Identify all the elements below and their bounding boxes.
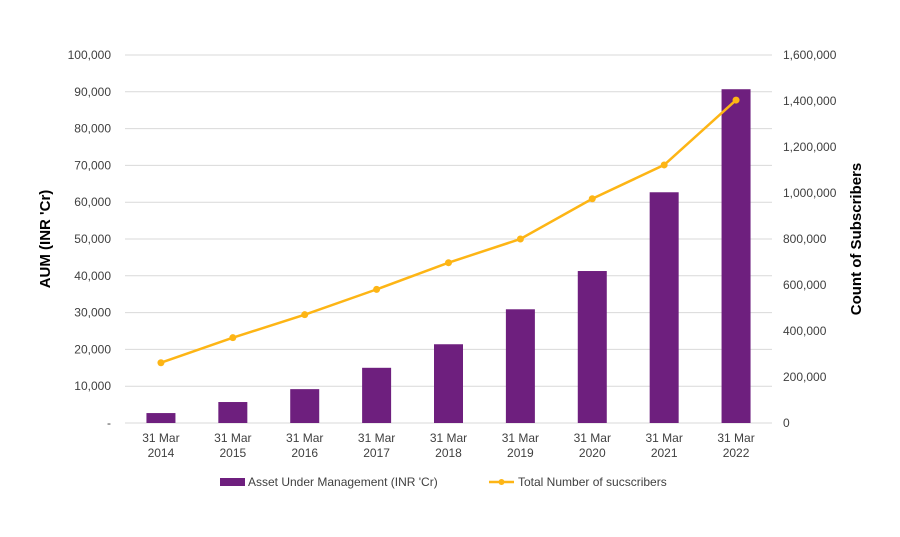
- bar-series: [146, 89, 751, 423]
- bar: [577, 271, 607, 423]
- left-tick-label: 20,000: [74, 342, 111, 356]
- x-tick-label: 2016: [291, 446, 318, 460]
- x-tick-label: 31 Mar: [574, 431, 611, 445]
- right-tick-label: 1,000,000: [783, 186, 837, 200]
- x-tick-label: 2020: [579, 446, 606, 460]
- x-tick-label: 31 Mar: [645, 431, 682, 445]
- left-tick-label: 60,000: [74, 195, 111, 209]
- bar: [649, 192, 679, 423]
- line-point: [301, 311, 309, 319]
- gridlines: [125, 54, 772, 424]
- right-tick-label: 1,400,000: [783, 94, 837, 108]
- x-tick-label: 2014: [148, 446, 175, 460]
- x-tick-label: 31 Mar: [286, 431, 323, 445]
- left-tick-label: 10,000: [74, 379, 111, 393]
- right-tick-label: 1,200,000: [783, 140, 837, 154]
- x-tick-label: 2017: [363, 446, 390, 460]
- bar: [505, 309, 535, 423]
- legend-bar-swatch: [220, 478, 245, 486]
- x-tick-label: 2022: [723, 446, 750, 460]
- left-tick-label: 90,000: [74, 85, 111, 99]
- right-tick-label: 600,000: [783, 278, 827, 292]
- x-tick-label: 31 Mar: [430, 431, 467, 445]
- right-tick-label: 800,000: [783, 232, 827, 246]
- line-point: [157, 359, 165, 367]
- left-tick-label: 40,000: [74, 269, 111, 283]
- bar: [290, 389, 320, 423]
- left-tick-label: 70,000: [74, 158, 111, 172]
- line-point: [588, 195, 596, 203]
- line-point: [373, 285, 381, 293]
- x-tick-label: 31 Mar: [358, 431, 395, 445]
- legend-bar-label: Asset Under Management (INR 'Cr): [248, 475, 438, 489]
- x-tick-label: 2018: [435, 446, 462, 460]
- x-tick-label: 31 Mar: [502, 431, 539, 445]
- bar: [218, 402, 248, 423]
- line-point: [445, 259, 452, 267]
- left-tick-label: 100,000: [68, 48, 112, 62]
- legend-line-marker: [498, 479, 505, 485]
- line-point: [516, 235, 524, 243]
- left-tick-label: 30,000: [74, 306, 111, 320]
- x-tick-label: 31 Mar: [717, 431, 754, 445]
- bar: [434, 344, 463, 423]
- line-point: [229, 334, 237, 342]
- x-tick-label: 2015: [219, 446, 246, 460]
- line-point: [732, 96, 740, 104]
- left-tick-label: 50,000: [74, 232, 111, 246]
- right-tick-label: 400,000: [783, 324, 827, 338]
- line-series: [157, 96, 740, 367]
- right-tick-label: 1,600,000: [783, 48, 837, 62]
- x-tick-label: 2021: [651, 446, 678, 460]
- line-point: [660, 161, 668, 169]
- right-tick-label: 200,000: [783, 370, 827, 384]
- right-axis-title: Count of Subscribers: [848, 163, 865, 316]
- left-axis-ticks: - 10,000 20,000 30,000 40,000 50,000 60,000 70,…: [68, 48, 112, 430]
- legend: Asset Under Management (INR 'Cr) Total N…: [220, 475, 667, 489]
- x-tick-label: 31 Mar: [214, 431, 251, 445]
- left-tick-label: 80,000: [74, 122, 111, 136]
- x-tick-label: 31 Mar: [142, 431, 179, 445]
- bar: [146, 413, 176, 423]
- bar: [721, 89, 751, 423]
- legend-line-label: Total Number of sucscribers: [518, 475, 667, 489]
- bar: [362, 367, 392, 423]
- right-tick-label: 0: [783, 416, 790, 430]
- left-tick-label: -: [107, 416, 111, 430]
- right-axis-ticks: 0 200,000 400,000 600,000 800,000 1,000,000 1,…: [783, 48, 837, 430]
- x-tick-label: 2019: [507, 446, 534, 460]
- left-axis-title: AUM (INR 'Cr): [37, 190, 54, 289]
